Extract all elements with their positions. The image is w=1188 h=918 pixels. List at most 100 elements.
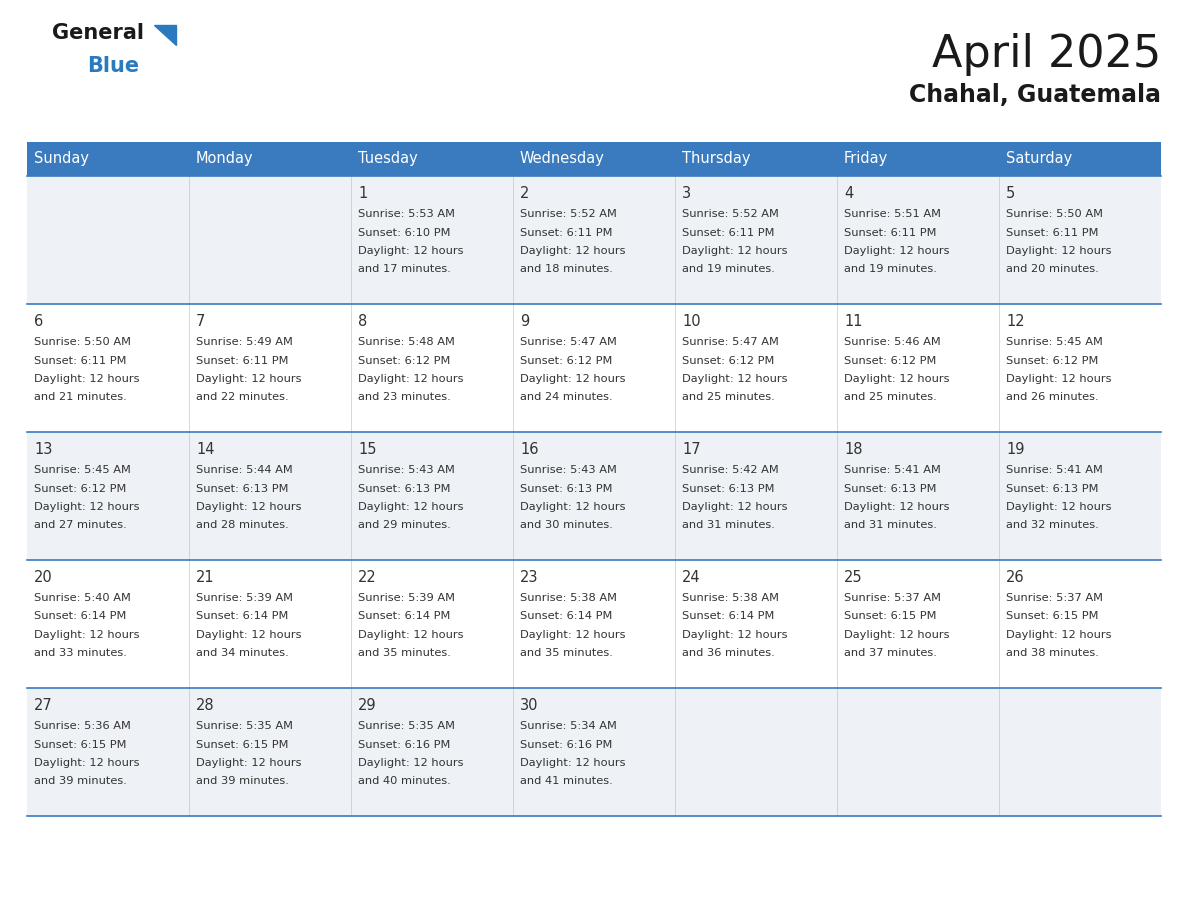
Text: Daylight: 12 hours: Daylight: 12 hours [843,502,949,512]
Text: 1: 1 [358,186,367,201]
Text: Sunset: 6:14 PM: Sunset: 6:14 PM [34,611,126,621]
Text: Thursday: Thursday [682,151,751,166]
Text: 8: 8 [358,314,367,329]
Text: Daylight: 12 hours: Daylight: 12 hours [196,374,302,384]
Text: Sunrise: 5:47 AM: Sunrise: 5:47 AM [682,337,779,347]
Text: Sunrise: 5:50 AM: Sunrise: 5:50 AM [34,337,131,347]
Text: Daylight: 12 hours: Daylight: 12 hours [682,630,788,640]
Text: and 39 minutes.: and 39 minutes. [196,777,289,787]
Text: Sunset: 6:15 PM: Sunset: 6:15 PM [34,740,126,749]
Text: Sunset: 6:13 PM: Sunset: 6:13 PM [682,484,775,494]
Text: 24: 24 [682,570,701,585]
Text: 19: 19 [1006,442,1024,457]
Text: Sunrise: 5:43 AM: Sunrise: 5:43 AM [520,465,617,475]
Text: Sunset: 6:13 PM: Sunset: 6:13 PM [520,484,613,494]
Text: Daylight: 12 hours: Daylight: 12 hours [358,246,463,256]
Text: Daylight: 12 hours: Daylight: 12 hours [34,758,139,768]
Text: and 41 minutes.: and 41 minutes. [520,777,613,787]
Text: 3: 3 [682,186,691,201]
Text: Sunrise: 5:38 AM: Sunrise: 5:38 AM [682,593,779,603]
Text: and 34 minutes.: and 34 minutes. [196,648,289,658]
Text: 28: 28 [196,698,215,713]
Text: Daylight: 12 hours: Daylight: 12 hours [520,246,626,256]
Text: Sunset: 6:11 PM: Sunset: 6:11 PM [682,228,775,238]
Text: Saturday: Saturday [1006,151,1073,166]
Text: Sunset: 6:16 PM: Sunset: 6:16 PM [520,740,612,749]
Bar [27,688,1161,816]
Text: Daylight: 12 hours: Daylight: 12 hours [843,246,949,256]
Text: 11: 11 [843,314,862,329]
Text: Daylight: 12 hours: Daylight: 12 hours [1006,630,1112,640]
Text: and 19 minutes.: and 19 minutes. [843,264,937,274]
Text: Sunrise: 5:39 AM: Sunrise: 5:39 AM [358,593,455,603]
Text: 29: 29 [358,698,377,713]
Text: Sunrise: 5:47 AM: Sunrise: 5:47 AM [520,337,617,347]
Text: Sunrise: 5:44 AM: Sunrise: 5:44 AM [196,465,292,475]
Text: and 35 minutes.: and 35 minutes. [520,648,613,658]
Text: Daylight: 12 hours: Daylight: 12 hours [196,758,302,768]
Text: Daylight: 12 hours: Daylight: 12 hours [520,374,626,384]
Text: and 40 minutes.: and 40 minutes. [358,777,450,787]
Text: and 27 minutes.: and 27 minutes. [34,521,127,531]
Text: Sunset: 6:10 PM: Sunset: 6:10 PM [358,228,450,238]
Text: Sunrise: 5:52 AM: Sunrise: 5:52 AM [682,209,779,219]
Text: and 18 minutes.: and 18 minutes. [520,264,613,274]
Text: and 20 minutes.: and 20 minutes. [1006,264,1099,274]
Text: Chahal, Guatemala: Chahal, Guatemala [909,83,1161,107]
Text: Sunrise: 5:49 AM: Sunrise: 5:49 AM [196,337,293,347]
Text: 6: 6 [34,314,43,329]
Text: Daylight: 12 hours: Daylight: 12 hours [34,502,139,512]
Text: 13: 13 [34,442,52,457]
Text: 9: 9 [520,314,529,329]
Text: 18: 18 [843,442,862,457]
Text: and 33 minutes.: and 33 minutes. [34,648,127,658]
Text: and 17 minutes.: and 17 minutes. [358,264,451,274]
Text: and 39 minutes.: and 39 minutes. [34,777,127,787]
Text: and 37 minutes.: and 37 minutes. [843,648,937,658]
Text: Sunrise: 5:48 AM: Sunrise: 5:48 AM [358,337,455,347]
Text: and 22 minutes.: and 22 minutes. [196,393,289,402]
Text: 26: 26 [1006,570,1024,585]
Text: Sunset: 6:14 PM: Sunset: 6:14 PM [196,611,289,621]
Text: and 36 minutes.: and 36 minutes. [682,648,775,658]
Text: and 28 minutes.: and 28 minutes. [196,521,289,531]
Text: 10: 10 [682,314,701,329]
Text: Sunset: 6:12 PM: Sunset: 6:12 PM [843,355,936,365]
Text: Daylight: 12 hours: Daylight: 12 hours [682,246,788,256]
Bar [27,304,1161,432]
Text: Sunrise: 5:41 AM: Sunrise: 5:41 AM [843,465,941,475]
Text: Sunday: Sunday [34,151,89,166]
Text: Sunset: 6:13 PM: Sunset: 6:13 PM [358,484,450,494]
Text: Sunrise: 5:35 AM: Sunrise: 5:35 AM [358,721,455,731]
Text: Daylight: 12 hours: Daylight: 12 hours [358,758,463,768]
Text: 17: 17 [682,442,701,457]
Text: Wednesday: Wednesday [520,151,605,166]
Text: Sunset: 6:12 PM: Sunset: 6:12 PM [1006,355,1099,365]
Text: Sunset: 6:12 PM: Sunset: 6:12 PM [34,484,126,494]
Text: Daylight: 12 hours: Daylight: 12 hours [520,630,626,640]
Text: Sunset: 6:13 PM: Sunset: 6:13 PM [1006,484,1099,494]
Text: Tuesday: Tuesday [358,151,418,166]
Bar [27,560,1161,688]
Text: 21: 21 [196,570,215,585]
Text: Sunset: 6:11 PM: Sunset: 6:11 PM [196,355,289,365]
Text: Sunset: 6:15 PM: Sunset: 6:15 PM [1006,611,1099,621]
Text: Daylight: 12 hours: Daylight: 12 hours [843,374,949,384]
Text: Sunset: 6:11 PM: Sunset: 6:11 PM [843,228,936,238]
Text: Sunset: 6:11 PM: Sunset: 6:11 PM [34,355,126,365]
Text: Sunset: 6:13 PM: Sunset: 6:13 PM [843,484,936,494]
Text: 7: 7 [196,314,206,329]
Text: Sunset: 6:14 PM: Sunset: 6:14 PM [520,611,612,621]
Text: Sunrise: 5:43 AM: Sunrise: 5:43 AM [358,465,455,475]
Text: and 31 minutes.: and 31 minutes. [843,521,937,531]
Text: Daylight: 12 hours: Daylight: 12 hours [1006,374,1112,384]
Bar [27,432,1161,560]
Text: Sunset: 6:11 PM: Sunset: 6:11 PM [1006,228,1099,238]
Bar [27,176,1161,304]
Text: 22: 22 [358,570,377,585]
Text: 30: 30 [520,698,538,713]
Text: Daylight: 12 hours: Daylight: 12 hours [682,374,788,384]
Text: Daylight: 12 hours: Daylight: 12 hours [358,630,463,640]
Text: Sunset: 6:13 PM: Sunset: 6:13 PM [196,484,289,494]
Text: Sunrise: 5:38 AM: Sunrise: 5:38 AM [520,593,617,603]
